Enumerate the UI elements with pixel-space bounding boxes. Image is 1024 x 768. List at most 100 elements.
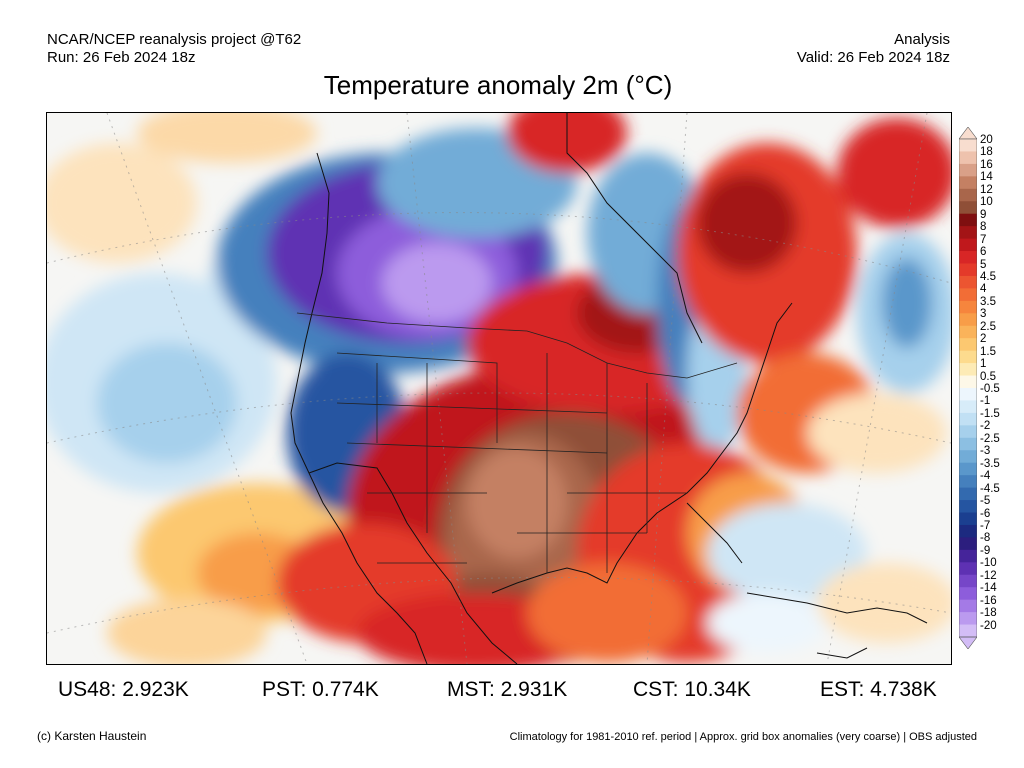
colorbar-swatch (959, 375, 977, 389)
colorbar-swatch (959, 226, 977, 239)
colorbar-tick-label: 14 (980, 171, 993, 184)
colorbar-tick-label: 4.5 (980, 270, 996, 283)
colorbar-swatch (959, 400, 977, 414)
stat-us48: US48: 2.923K (58, 678, 189, 701)
colorbar-swatch (959, 475, 977, 488)
colorbar-tick-label: -12 (980, 569, 997, 582)
source-label: NCAR/NCEP reanalysis project @T62 (47, 31, 302, 48)
anomaly-field (47, 113, 951, 664)
stat-pst: PST: 0.774K (262, 678, 379, 701)
colorbar-tick-label: -16 (980, 594, 997, 607)
colorbar-tick-label: 16 (980, 158, 993, 171)
colorbar-swatch (959, 350, 977, 364)
colorbar-swatch (959, 524, 977, 538)
colorbar-tick-label: 12 (980, 183, 993, 196)
colorbar-swatch (959, 151, 977, 165)
colorbar-swatch (959, 201, 977, 215)
colorbar-tick-label: -18 (980, 607, 997, 620)
colorbar-swatch (959, 500, 977, 513)
colorbar-tick-label: -10 (980, 557, 997, 570)
colorbar-swatch (959, 437, 977, 451)
colorbar-swatch (959, 313, 977, 327)
colorbar-swatch (959, 612, 977, 625)
colorbar-tick-label: 1 (980, 358, 987, 371)
colorbar-tick-label: 1.5 (980, 345, 996, 358)
colorbar-tick-label: 3.5 (980, 295, 996, 308)
colorbar-swatch (959, 325, 977, 339)
colorbar-swatch (959, 512, 977, 526)
regional-stats: US48: 2.923K PST: 0.774K MST: 2.931K CST… (0, 678, 1024, 706)
coastlines (290, 113, 928, 664)
run-label: Run: 26 Feb 2024 18z (47, 49, 196, 66)
colorbar-tick-label: 8 (980, 221, 987, 234)
colorbar-tick-label: 2.5 (980, 320, 996, 333)
colorbar-tick-label: -2.5 (980, 432, 1000, 445)
colorbar-swatch (959, 450, 977, 464)
colorbar-swatch (959, 599, 977, 613)
anomaly-map (46, 112, 952, 665)
colorbar-swatch (959, 562, 977, 576)
colorbar-swatch (959, 587, 977, 601)
colorbar-tick-label: -6 (980, 507, 991, 520)
colorbar-tick-label: 18 (980, 146, 993, 159)
colorbar-swatch (959, 263, 977, 277)
colorbar-swatch (959, 176, 977, 190)
map-title: Temperature anomaly 2m (°C) (323, 70, 673, 100)
colorbar-swatch (959, 574, 977, 588)
colorbar (959, 127, 977, 649)
colorbar-swatch (959, 163, 977, 177)
colorbar-swatch (959, 288, 977, 302)
colorbar-swatch (959, 624, 977, 638)
colorbar-swatch (959, 537, 977, 551)
colorbar-swatch (959, 213, 977, 227)
colorbar-tick-label: 2 (980, 333, 987, 346)
colorbar-swatch (959, 388, 977, 401)
colorbar-tick-label: -0.5 (980, 383, 1000, 395)
climatology-note: Climatology for 1981-2010 ref. period | … (509, 731, 977, 743)
colorbar-tick-label: 20 (980, 134, 993, 146)
credit-label: (c) Karsten Haustein (37, 729, 147, 743)
colorbar-swatch (959, 412, 977, 426)
colorbar-tick-label: -1.5 (980, 407, 1000, 420)
colorbar-tick-label: 0.5 (980, 370, 996, 383)
colorbar-tick-label: -3.5 (980, 457, 1000, 470)
colorbar-swatch (959, 425, 977, 439)
colorbar-tick-label: -5 (980, 495, 991, 508)
colorbar-swatch (959, 188, 977, 202)
colorbar-tick-label: -1 (980, 395, 991, 408)
colorbar-swatch (959, 487, 977, 501)
stat-cst: CST: 10.34K (633, 678, 751, 701)
colorbar-max-arrow (959, 127, 977, 140)
stat-est: EST: 4.738K (820, 678, 937, 701)
colorbar-tick-label: -4.5 (980, 482, 1000, 495)
colorbar-tick-label: -9 (980, 544, 991, 557)
stat-mst: MST: 2.931K (447, 678, 568, 701)
colorbar-swatch (959, 139, 977, 152)
colorbar-tick-label: 7 (980, 233, 987, 246)
graticule (47, 113, 951, 664)
colorbar-tick-label: -14 (980, 582, 997, 595)
colorbar-tick-label: 3 (980, 308, 987, 321)
colorbar-tick-label: 4 (980, 283, 987, 296)
colorbar-swatch (959, 300, 977, 314)
colorbar-tick-label: 10 (980, 196, 993, 209)
colorbar-swatch (959, 549, 977, 563)
colorbar-tick-label: -4 (980, 470, 991, 483)
colorbar-tick-label: 9 (980, 208, 987, 221)
colorbar-swatch (959, 363, 977, 376)
colorbar-swatch (959, 338, 977, 352)
colorbar-tick-label: -8 (980, 532, 991, 545)
colorbar-tick-label: -2 (980, 420, 991, 433)
colorbar-swatch (959, 462, 977, 476)
colorbar-tick-label: -20 (980, 619, 997, 632)
colorbar-tick-label: 5 (980, 258, 987, 271)
political-borders (296, 312, 738, 573)
colorbar-swatch (959, 238, 977, 252)
colorbar-tick-label: 6 (980, 246, 987, 259)
product-label: Analysis (894, 31, 950, 48)
colorbar-swatch (959, 275, 977, 289)
colorbar-tick-label: -3 (980, 445, 991, 458)
map-canvas (47, 113, 951, 664)
colorbar-min-arrow (959, 636, 977, 649)
colorbar-swatch (959, 251, 977, 264)
